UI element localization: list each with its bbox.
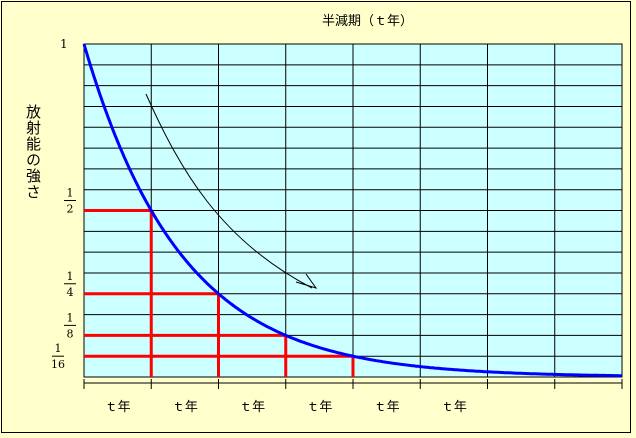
y-axis-label: 放射能の強さ — [24, 104, 42, 200]
x-interval-label: ｔ年 — [239, 400, 265, 415]
x-interval-label: ｔ年 — [306, 400, 332, 415]
y-tick-denominator: 4 — [67, 286, 74, 299]
y-tick-denominator: 2 — [67, 203, 74, 216]
y-tick-label: 1 — [60, 37, 68, 51]
trend-arrow — [145, 93, 313, 289]
y-tick-numerator: 1 — [67, 311, 74, 324]
y-tick-numerator: 1 — [55, 342, 62, 355]
decay-curve — [82, 43, 622, 378]
chart-title: 半減期（ｔ年） — [322, 14, 414, 29]
x-interval-label: ｔ年 — [172, 400, 198, 415]
y-tick-denominator: 16 — [51, 358, 65, 371]
y-tick-numerator: 1 — [67, 187, 74, 200]
x-interval-label: ｔ年 — [105, 400, 131, 415]
y-tick-numerator: 1 — [67, 270, 74, 283]
x-interval-label: ｔ年 — [374, 400, 400, 415]
trend-arrow-head — [295, 273, 318, 289]
y-tick-denominator: 8 — [67, 327, 74, 340]
x-interval-label: ｔ年 — [441, 400, 467, 415]
